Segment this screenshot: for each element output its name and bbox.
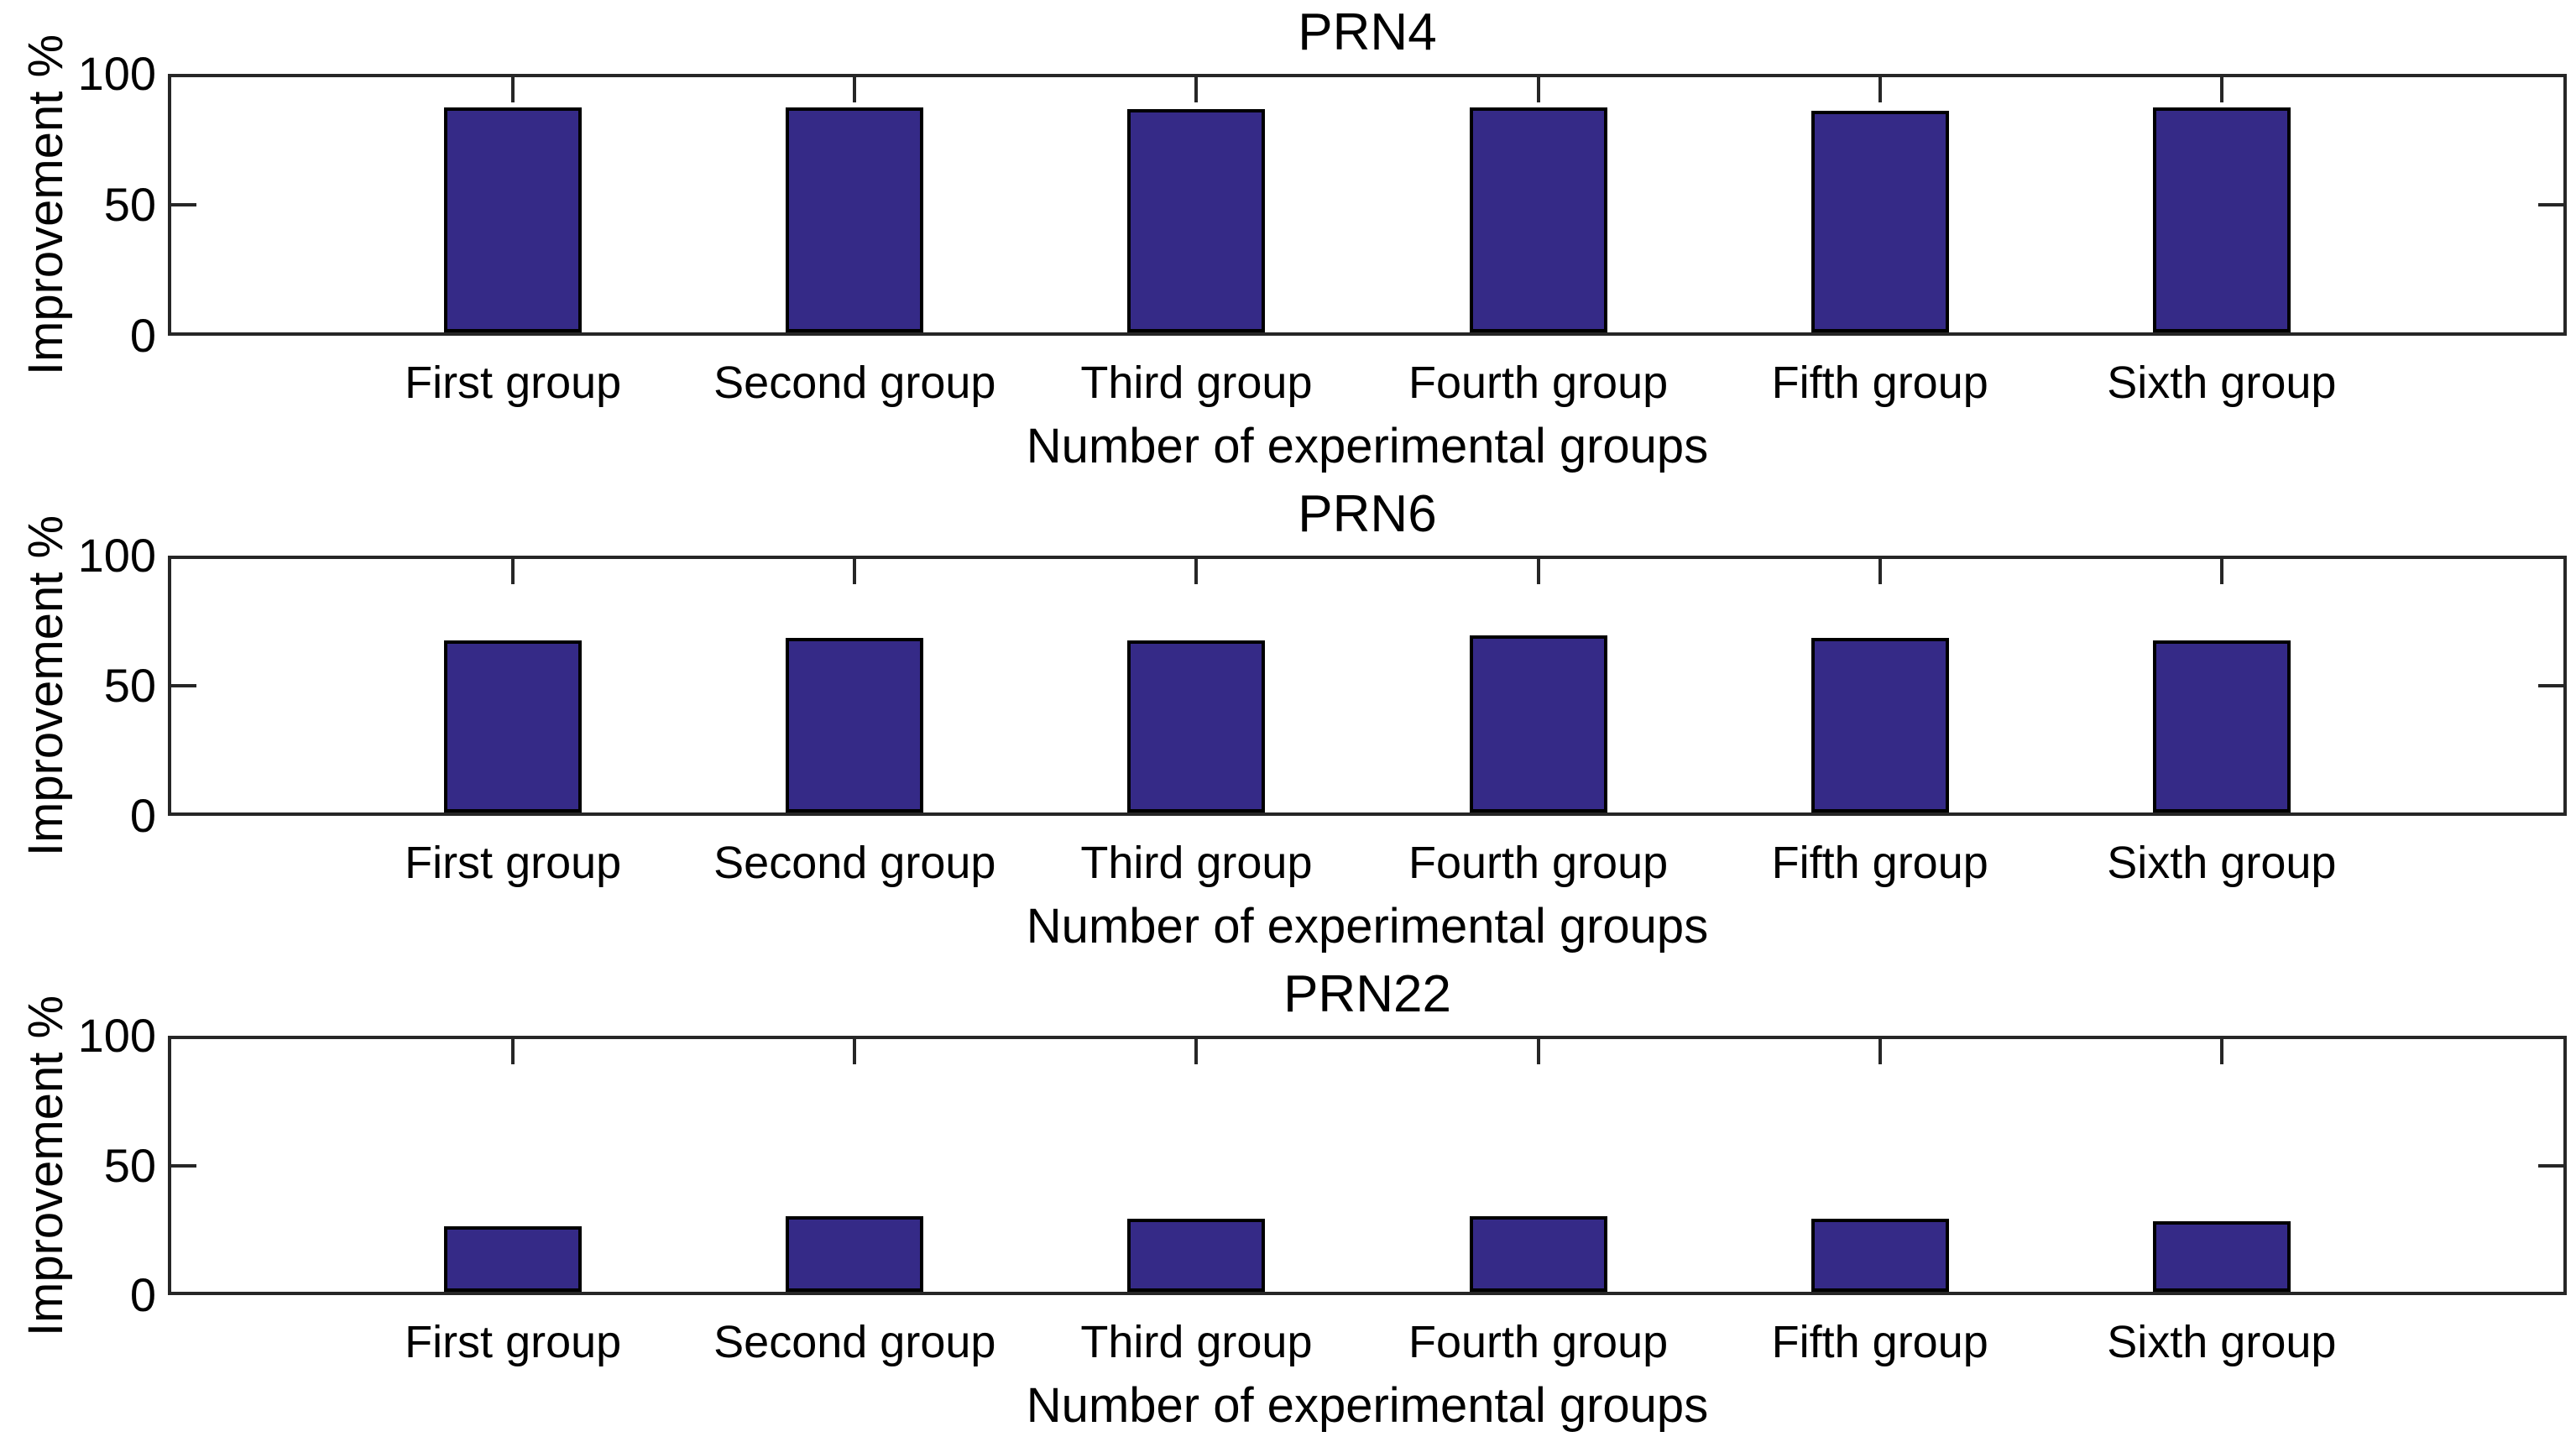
x-axis-top-tick [2219,77,2223,102]
x-tick-label: Sixth group [2107,1317,2337,1367]
x-axis-top-tick [1878,559,1882,584]
x-tick-label: First group [405,1317,622,1367]
y-tick-label-100: 100 [77,1009,156,1062]
x-tick-label: Fourth group [1408,1317,1669,1367]
x-axis-top-tick [2219,559,2223,584]
y-axis-50-tick-left [171,1163,196,1168]
bar-prn22-group-1 [444,1226,583,1292]
x-axis-top-tick [1878,77,1882,102]
bar-prn4-group-3 [1127,109,1266,332]
y-tick-label-100: 100 [77,47,156,100]
y-tick-label-0: 0 [129,1268,156,1321]
x-axis-top-tick [511,1039,515,1064]
subplot-title: PRN6 [1298,485,1437,543]
x-tick-label: Second group [713,1317,996,1367]
x-tick-label: Fourth group [1408,358,1669,408]
y-tick-label-50: 50 [103,1138,156,1192]
x-axis-top-tick [1194,559,1199,584]
x-tick-label: Third group [1080,358,1313,408]
x-tick-label: Third group [1080,838,1313,888]
bar-prn22-group-4 [1469,1216,1607,1292]
bar-prn22-group-6 [2152,1221,2291,1292]
x-axis-top-tick [1536,559,1540,584]
bar-prn6-group-6 [2152,640,2291,812]
bar-prn22-group-5 [1811,1219,1949,1292]
y-tick-label-0: 0 [129,309,156,362]
x-axis-label: Number of experimental groups [1026,1378,1709,1433]
bar-prn4-group-2 [786,107,924,332]
x-tick-label: Sixth group [2107,838,2337,888]
x-tick-label: First group [405,358,622,408]
bar-prn4-group-5 [1811,111,1949,332]
x-axis-top-tick [1536,1039,1540,1064]
bar-prn6-group-5 [1811,638,1949,812]
bar-prn4-group-4 [1469,107,1607,332]
bar-prn6-group-1 [444,640,583,812]
plot-area [168,1036,2567,1295]
bar-prn4-group-6 [2152,107,2291,332]
x-axis-top-tick [1194,77,1199,102]
y-axis-50-tick-left [171,203,196,206]
bar-prn22-group-2 [786,1216,924,1292]
x-tick-label: Fifth group [1771,838,1988,888]
plot-area [168,74,2567,336]
x-tick-label: First group [405,838,622,888]
plot-area [168,556,2567,816]
x-tick-label: Fifth group [1771,1317,1988,1367]
subplot-title: PRN4 [1298,3,1437,61]
x-axis-label: Number of experimental groups [1026,899,1709,953]
y-tick-label-0: 0 [129,789,156,842]
x-axis-top-tick [1194,1039,1199,1064]
y-axis-50-tick-left [171,684,196,687]
y-axis-label: Improvement % [18,515,73,857]
y-tick-label-50: 50 [103,178,156,231]
y-axis-50-tick-right [2538,1163,2563,1168]
x-tick-label: Third group [1080,1317,1313,1367]
bar-prn22-group-3 [1127,1219,1266,1292]
x-axis-top-tick [1878,1039,1882,1064]
y-tick-label-50: 50 [103,659,156,712]
x-axis-top-tick [511,559,515,584]
x-tick-label: Second group [713,358,996,408]
x-tick-label: Second group [713,838,996,888]
subplot-title: PRN22 [1283,965,1451,1023]
x-axis-top-tick [2219,1039,2223,1064]
x-axis-top-tick [853,559,857,584]
x-axis-top-tick [853,1039,857,1064]
y-axis-50-tick-right [2538,203,2563,206]
x-tick-label: Fifth group [1771,358,1988,408]
bar-prn4-group-1 [444,107,583,332]
x-tick-label: Sixth group [2107,358,2337,408]
bar-prn6-group-2 [786,638,924,812]
bar-prn6-group-3 [1127,640,1266,812]
y-axis-label: Improvement % [18,995,73,1336]
x-axis-top-tick [511,77,515,102]
y-axis-50-tick-right [2538,684,2563,687]
bar-prn6-group-4 [1469,635,1607,812]
x-tick-label: Fourth group [1408,838,1669,888]
x-axis-top-tick [853,77,857,102]
x-axis-top-tick [1536,77,1540,102]
y-axis-label: Improvement % [18,34,73,376]
x-axis-label: Number of experimental groups [1026,419,1709,473]
y-tick-label-100: 100 [77,529,156,582]
